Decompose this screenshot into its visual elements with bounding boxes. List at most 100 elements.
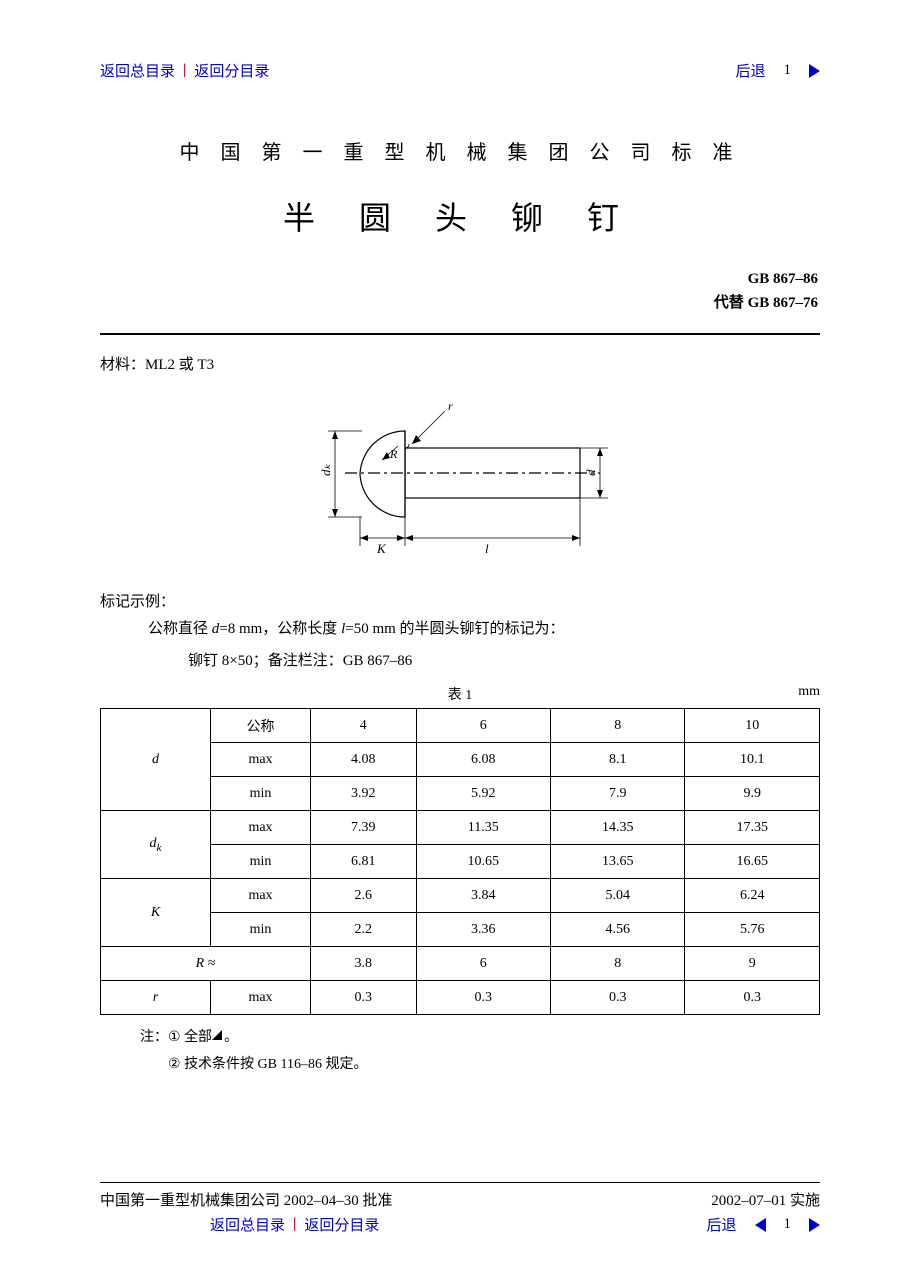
marking-line2: 铆钉 8×50；备注栏注：GB 867–86 — [188, 649, 820, 675]
footer-page-number: 1 — [784, 1216, 792, 1233]
cell: 13.65 — [551, 845, 685, 879]
std-code: GB 867–86 — [100, 267, 818, 291]
header-block: 中 国 第 一 重 型 机 械 集 团 公 司 标 准 半 圆 头 铆 钉 — [100, 136, 820, 239]
notes-prefix: 注： — [140, 1030, 168, 1045]
cell: 0.3 — [416, 981, 550, 1015]
nav-right: 后退 1 — [735, 60, 820, 81]
table-row: dk max 7.39 11.35 14.35 17.35 — [101, 811, 820, 845]
spec-table: d 公称 4 6 8 10 max 4.08 6.08 8.1 10.1 min… — [100, 708, 820, 1015]
label-max: max — [211, 743, 311, 777]
footer-approve: 中国第一重型机械集团公司 2002–04–30 批准 — [100, 1189, 393, 1210]
diagram-label-K: K — [376, 541, 387, 556]
cell: 5.92 — [416, 777, 550, 811]
table-row: K max 2.6 3.84 5.04 6.24 — [101, 879, 820, 913]
label-min: min — [211, 777, 311, 811]
cell: 6 — [416, 947, 550, 981]
cell: 9.9 — [685, 777, 820, 811]
cell: 3.8 — [311, 947, 417, 981]
cell: 10.1 — [685, 743, 820, 777]
nav-back-main[interactable]: 返回总目录 — [100, 60, 175, 81]
cell: 6 — [416, 709, 550, 743]
footer-nav-right: 后退 1 — [706, 1214, 820, 1235]
replace-code-val: GB 867–76 — [748, 295, 818, 311]
table-row: d 公称 4 6 8 10 — [101, 709, 820, 743]
cell: 6.81 — [311, 845, 417, 879]
footer-rule — [100, 1182, 820, 1183]
cell: 9 — [685, 947, 820, 981]
diagram-label-R: R — [389, 447, 398, 461]
diagram-label-r: r — [448, 399, 453, 413]
footer-nav-sep: | — [293, 1216, 296, 1233]
cell: 2.2 — [311, 913, 417, 947]
top-nav: 返回总目录 | 返回分目录 后退 1 — [100, 60, 820, 81]
note2-num: ② — [168, 1052, 181, 1079]
footer-nav-left: 返回总目录 | 返回分目录 — [210, 1214, 706, 1235]
cell: 4.08 — [311, 743, 417, 777]
replace-code: 代替 GB 867–76 — [100, 291, 818, 315]
cell: 0.3 — [685, 981, 820, 1015]
footer-row1: 中国第一重型机械集团公司 2002–04–30 批准 2002–07–01 实施 — [100, 1189, 820, 1210]
main-title: 半 圆 头 铆 钉 — [100, 193, 820, 239]
footer-nav-back-link[interactable]: 后退 — [706, 1214, 736, 1235]
rivet-diagram: dₖ d K l R r — [100, 386, 820, 566]
cell: 6.08 — [416, 743, 550, 777]
marking-line1: 公称直径 d=8 mm，公称长度 l=50 mm 的半圆头铆钉的标记为： — [148, 617, 820, 643]
cell: 3.92 — [311, 777, 417, 811]
cell: 0.3 — [551, 981, 685, 1015]
table-row: r max 0.3 0.3 0.3 0.3 — [101, 981, 820, 1015]
material-line: 材料：ML2 或 T3 — [100, 353, 820, 374]
sym-K: K — [151, 905, 160, 920]
cell: 4 — [311, 709, 417, 743]
cell: 4.56 — [551, 913, 685, 947]
diagram-label-dk: dₖ — [318, 464, 333, 477]
label-max: max — [211, 811, 311, 845]
standard-codes: GB 867–86 代替 GB 867–76 — [100, 267, 820, 315]
table-unit: mm — [798, 684, 820, 700]
cell: 5.76 — [685, 913, 820, 947]
page-number: 1 — [784, 62, 792, 79]
footer-nav-back-sub[interactable]: 返回分目录 — [304, 1214, 379, 1235]
next-page-icon[interactable] — [809, 64, 820, 78]
label-min: min — [211, 913, 311, 947]
org-title: 中 国 第 一 重 型 机 械 集 团 公 司 标 准 — [100, 136, 820, 165]
cell: 2.6 — [311, 879, 417, 913]
cell: 7.39 — [311, 811, 417, 845]
top-rule — [100, 333, 820, 335]
footer-row2: 返回总目录 | 返回分目录 后退 1 — [100, 1214, 820, 1235]
triangle-mark-icon — [212, 1030, 224, 1041]
cell: 7.9 — [551, 777, 685, 811]
nav-left: 返回总目录 | 返回分目录 — [100, 60, 269, 81]
sym-dk: d — [150, 836, 157, 851]
cell: 17.35 — [685, 811, 820, 845]
cell: 5.04 — [551, 879, 685, 913]
cell: 10 — [685, 709, 820, 743]
cell: 11.35 — [416, 811, 550, 845]
rivet-svg: dₖ d K l R r — [290, 386, 630, 566]
table-row: R ≈ 3.8 6 8 9 — [101, 947, 820, 981]
label-max: max — [211, 879, 311, 913]
note1-text: 全部 — [181, 1030, 213, 1045]
footer: 中国第一重型机械集团公司 2002–04–30 批准 2002–07–01 实施… — [100, 1182, 820, 1235]
nav-back-sub[interactable]: 返回分目录 — [194, 60, 269, 81]
label-nominal: 公称 — [211, 709, 311, 743]
nav-back-link[interactable]: 后退 — [735, 60, 765, 81]
cell: 10.65 — [416, 845, 550, 879]
footer-nav-back-main[interactable]: 返回总目录 — [210, 1214, 285, 1235]
note1-num: ① — [168, 1025, 181, 1052]
cell: 6.24 — [685, 879, 820, 913]
label-min: min — [211, 845, 311, 879]
material-label: 材料： — [100, 357, 145, 373]
prev-page-icon[interactable] — [755, 1218, 766, 1232]
cell: 8 — [551, 709, 685, 743]
sym-r: r — [153, 990, 158, 1005]
label-R: R ≈ — [196, 956, 216, 971]
footer-effect: 2002–07–01 实施 — [711, 1189, 820, 1210]
cell: 8 — [551, 947, 685, 981]
mark-l1-pre: 公称直径 — [148, 621, 212, 637]
note1-suffix: 。 — [224, 1030, 238, 1045]
sym-d: d — [152, 752, 159, 767]
table-caption: 表 1 — [448, 688, 473, 703]
sym-dk-sub: k — [157, 841, 162, 853]
next-page-icon-footer[interactable] — [809, 1218, 820, 1232]
notes-block: 注：① 全部。 注：② 技术条件按 GB 116–86 规定。 — [140, 1025, 820, 1078]
